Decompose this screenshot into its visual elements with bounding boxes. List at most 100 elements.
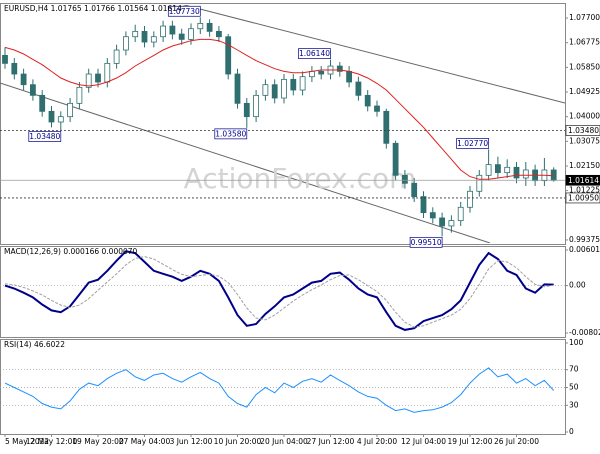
candle-body [392, 142, 399, 176]
y-tick-label: 1.05850 [569, 62, 600, 71]
candle-body [346, 70, 353, 83]
candle-body [11, 62, 18, 75]
y-tick-label: 1.07700 [569, 13, 600, 22]
annotation-box [28, 131, 62, 142]
x-tick-label: 10 Jun 20:00 [214, 437, 262, 446]
candle-body [429, 212, 436, 219]
candle-body [169, 25, 176, 35]
annotation-box [456, 138, 489, 149]
y-tick-label: 0.00 [569, 281, 586, 290]
y-tick-label: 1.04925 [569, 87, 600, 96]
candle-body [29, 84, 36, 96]
y-tick-label: 1.04000 [569, 112, 600, 121]
candle-body [113, 49, 120, 64]
series-line [4, 250, 554, 331]
x-tick-label: 5 May 2022 [5, 437, 49, 446]
price-level-box [565, 174, 600, 186]
x-tick-label: 12 May 12:00 [26, 437, 78, 446]
candle-body [150, 36, 157, 43]
price-level-label: 1.01614 [568, 176, 599, 185]
candle-body [383, 110, 390, 144]
candle-body [355, 81, 362, 96]
annotation-label: 1.03480 [29, 132, 60, 141]
macd-panel-frame [0, 246, 566, 338]
candle-body [234, 73, 241, 104]
candle-body [76, 86, 83, 104]
candle-body [374, 105, 380, 112]
candle-body [253, 94, 260, 118]
candle-body [271, 84, 278, 99]
price-panel-frame [0, 3, 566, 245]
candle-body [243, 102, 250, 118]
candle-body [401, 174, 408, 184]
candle-body [206, 22, 213, 32]
channel [0, 5, 565, 243]
candle-body [104, 62, 111, 83]
candle-body [225, 36, 232, 75]
candle-body [467, 190, 473, 208]
candle-body [439, 217, 446, 227]
series-line [4, 367, 555, 413]
candle-body [2, 54, 8, 64]
annotation-box [214, 128, 248, 140]
y-tick-label: 0 [569, 427, 574, 436]
y-tick-label: 50 [569, 383, 579, 392]
candle-body [39, 94, 46, 112]
y-tick-label: 100 [569, 338, 584, 347]
candle-body [160, 25, 167, 38]
x-tick-label: 27 Jun 12:00 [307, 437, 355, 446]
series-line [4, 256, 554, 328]
candle-body [420, 196, 427, 214]
y-tick-label: -0.00802 [569, 328, 600, 337]
candle-body [411, 182, 418, 198]
candle-body [550, 169, 557, 181]
y-tick-label: 0.006018 [569, 245, 600, 254]
panel-title: EURUSD,H4 1.01765 1.01766 1.01564 1.0161… [4, 4, 182, 13]
annotation-box [298, 48, 331, 59]
candle-body [48, 110, 55, 123]
annotation-box [167, 5, 201, 17]
channel-upper [182, 5, 565, 104]
candle-body [476, 174, 483, 192]
panel-title: MACD(12,26,9) 0.000166 0.000070 [4, 247, 138, 256]
x-tick-label: 4 Jul 20:00 [357, 437, 397, 446]
candle-body [318, 70, 325, 75]
candle-body [141, 30, 148, 43]
x-tick-label: 3 Jun 12:00 [170, 437, 213, 446]
annotation-label: 0.99510 [411, 238, 442, 247]
x-tick-label: 12 Jul 04:00 [401, 437, 446, 446]
annotation-label: 1.02770 [457, 139, 488, 148]
price-level-label: 1.00950 [568, 193, 599, 202]
candle-body [290, 78, 297, 91]
y-tick-label: 1.02150 [569, 161, 600, 170]
candle-body [364, 94, 371, 107]
candle-body [57, 116, 64, 123]
candle-body [132, 30, 139, 38]
candle-body [308, 70, 315, 78]
candle-body [67, 102, 73, 118]
y-tick-label: 1.06775 [569, 38, 600, 47]
candle-body [123, 36, 129, 51]
candle-body [215, 30, 222, 38]
annotation-box [409, 236, 443, 248]
y-tick-label: 0.99375 [569, 235, 600, 244]
x-tick-label: 19 May 20:00 [72, 437, 124, 446]
y-tick-label: 1.01225 [569, 186, 600, 195]
x-tick-label: 26 Jul 20:00 [494, 437, 539, 446]
candle-body [457, 206, 464, 222]
candle-body [299, 76, 306, 91]
annotation-label: 1.03580 [215, 129, 246, 138]
candle-body [513, 166, 520, 179]
price-level-label: 1.03480 [568, 126, 599, 135]
candle-body [262, 84, 269, 96]
series-line [4, 38, 554, 180]
candle-body [485, 164, 492, 176]
candle-body [85, 73, 92, 88]
candle-body [494, 164, 501, 174]
candle-body [281, 78, 287, 99]
watermark: ActionForex.com [184, 162, 417, 195]
channel-lower [0, 82, 491, 243]
y-tick-label: 1.03075 [569, 136, 600, 145]
